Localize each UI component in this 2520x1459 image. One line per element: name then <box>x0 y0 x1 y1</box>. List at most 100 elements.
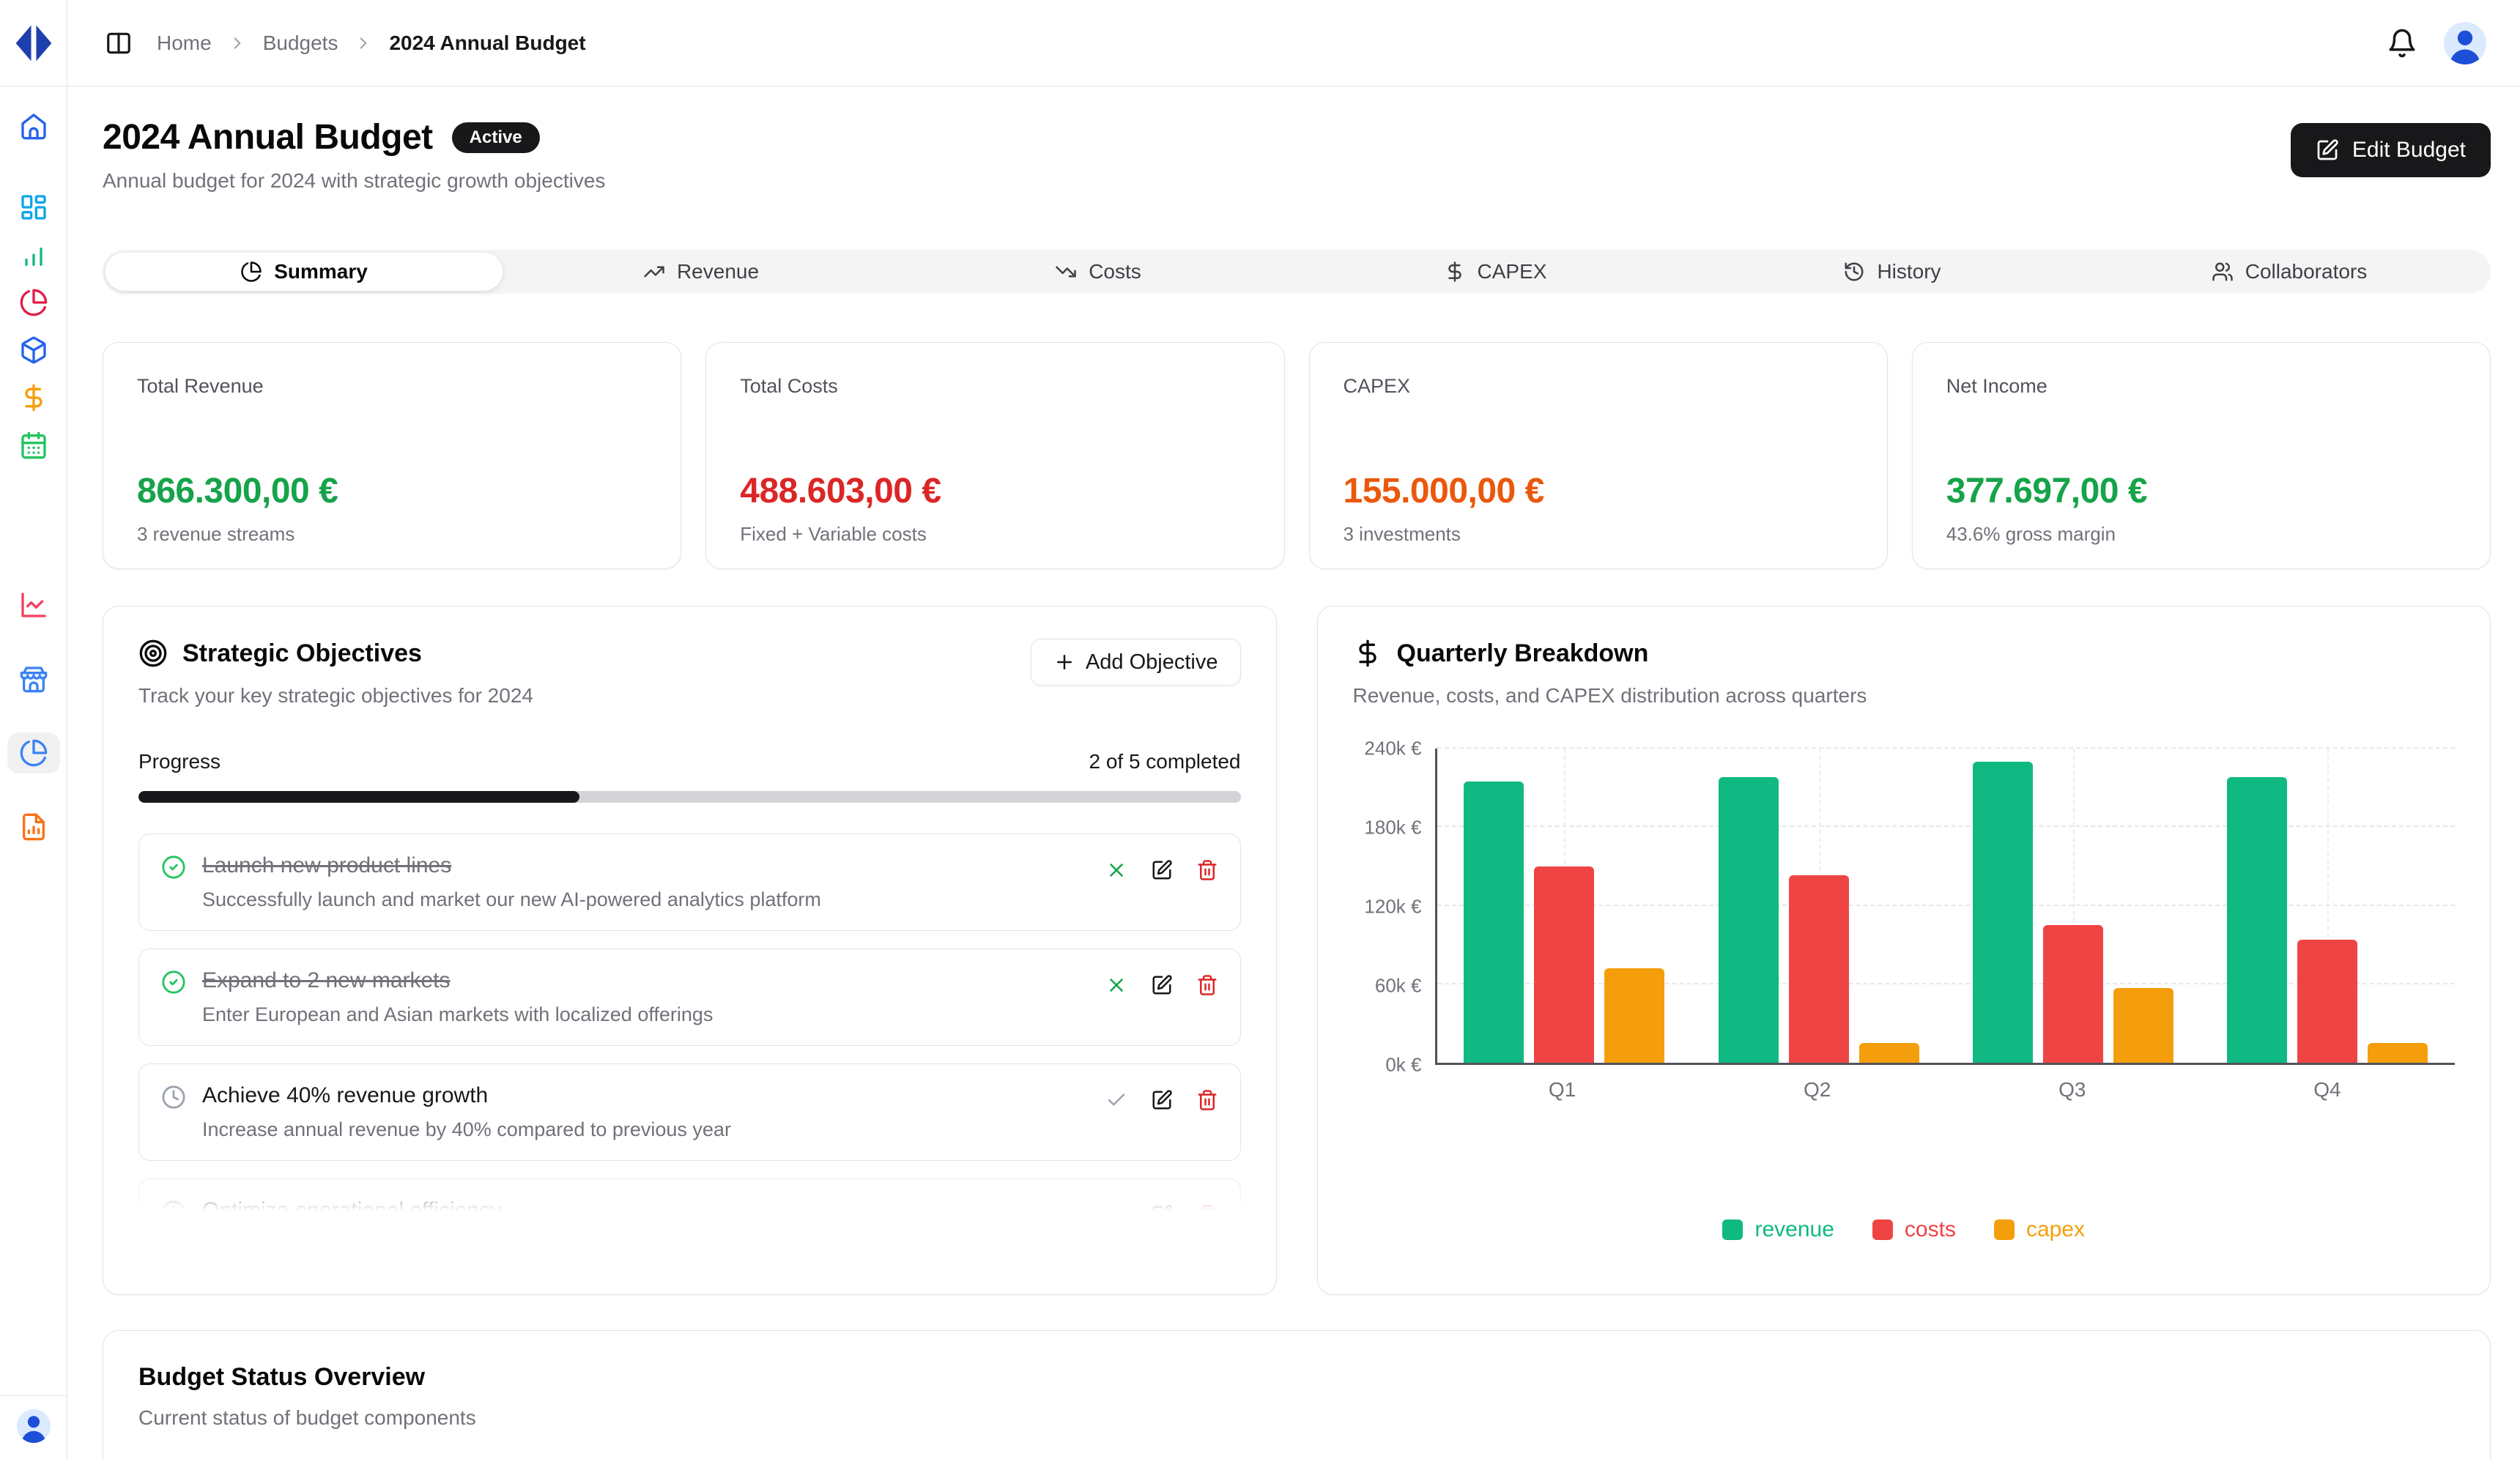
chevron-right-icon <box>228 34 247 53</box>
budget-status-subtitle: Current status of budget components <box>138 1406 2455 1430</box>
objective-row: Expand to 2 new markets Enter European a… <box>138 948 1241 1046</box>
mark-complete-button[interactable] <box>1105 1089 1127 1111</box>
stat-card-net-income: Net Income 377.697,00 € 43.6% gross marg… <box>1912 342 2491 569</box>
objective-title: Achieve 40% revenue growth <box>202 1083 731 1108</box>
bar-revenue-Q3 <box>1973 762 2033 1063</box>
sidebar-item-home[interactable] <box>7 105 60 146</box>
bar-revenue-Q1 <box>1464 782 1524 1063</box>
x-icon <box>1105 859 1127 881</box>
progress-label: Progress <box>138 750 220 773</box>
chart-title: Quarterly Breakdown <box>1397 639 1649 668</box>
tab-label: Revenue <box>677 260 759 283</box>
app-logo[interactable] <box>0 0 67 86</box>
users-icon <box>2212 261 2234 283</box>
legend-item-revenue: revenue <box>1722 1217 1834 1242</box>
topbar-user-avatar[interactable] <box>2444 22 2486 64</box>
edit-objective-button[interactable] <box>1151 859 1173 881</box>
sidebar-item-products[interactable] <box>7 330 60 371</box>
sidebar-item-store[interactable] <box>7 658 60 699</box>
check-icon <box>1105 1089 1127 1111</box>
stat-note: 43.6% gross margin <box>1946 523 2456 546</box>
check-circle-icon <box>161 855 186 880</box>
x-axis-label: Q3 <box>1945 1078 2200 1102</box>
stat-card-capex: CAPEX 155.000,00 € 3 investments <box>1309 342 1888 569</box>
x-icon <box>1105 974 1127 996</box>
y-axis-tick: 120k € <box>1364 896 1421 918</box>
delete-objective-button[interactable] <box>1196 859 1218 881</box>
notifications-button[interactable] <box>2387 28 2417 59</box>
edit-objective-button[interactable] <box>1151 1204 1173 1218</box>
legend-item-costs: costs <box>1872 1217 1956 1242</box>
sidebar-item-pie-chart[interactable] <box>7 282 60 323</box>
sidebar-item-calendar[interactable] <box>7 425 60 466</box>
objective-title: Launch new product lines <box>202 853 821 878</box>
edit-icon <box>1151 1204 1173 1218</box>
bar-capex-Q2 <box>1859 1043 1919 1063</box>
bar-costs-Q4 <box>2297 940 2357 1063</box>
delete-objective-button[interactable] <box>1196 1204 1218 1218</box>
mark-incomplete-button[interactable] <box>1105 859 1127 881</box>
y-axis-tick: 180k € <box>1364 817 1421 839</box>
sidebar-user-avatar[interactable] <box>17 1409 51 1443</box>
objective-title: Optimize operational efficiency <box>202 1198 501 1218</box>
tab-collaborators[interactable]: Collaborators <box>2091 253 2488 291</box>
tab-revenue[interactable]: Revenue <box>503 253 900 291</box>
pie-chart-icon <box>19 288 48 317</box>
bar-costs-Q1 <box>1534 866 1594 1063</box>
bar-capex-Q3 <box>2113 988 2174 1063</box>
x-axis-label: Q2 <box>1690 1078 1945 1102</box>
edit-objective-button[interactable] <box>1151 974 1173 996</box>
sidebar-item-finance[interactable] <box>7 377 60 418</box>
calendar-icon <box>19 431 48 460</box>
tab-capex[interactable]: CAPEX <box>1297 253 1694 291</box>
pie-chart-icon <box>240 261 262 283</box>
breadcrumb-budgets[interactable]: Budgets <box>263 31 338 55</box>
tab-bar: Summary Revenue Costs CAPEX History <box>103 250 2491 294</box>
quarterly-bar-chart: 0k €60k €120k €180k €240k € <box>1353 749 2456 1065</box>
history-icon <box>1843 261 1865 283</box>
mark-complete-button[interactable] <box>1105 1204 1127 1218</box>
check-circle-icon <box>161 970 186 995</box>
sidebar-toggle-button[interactable] <box>103 27 135 59</box>
target-icon <box>138 639 168 668</box>
edit-budget-button[interactable]: Edit Budget <box>2291 123 2491 177</box>
breadcrumb-current: 2024 Annual Budget <box>389 31 585 55</box>
y-axis-tick: 60k € <box>1375 975 1422 998</box>
sidebar-item-dashboard[interactable] <box>7 187 60 228</box>
legend-label: costs <box>1905 1217 1956 1242</box>
bar-chart-icon <box>19 240 48 270</box>
y-axis-tick: 0k € <box>1385 1054 1421 1077</box>
bar-group-Q4 <box>2201 749 2455 1063</box>
tab-summary[interactable]: Summary <box>105 253 503 291</box>
objective-row: Optimize operational efficiency <box>138 1178 1241 1218</box>
legend-swatch <box>1722 1219 1743 1240</box>
line-chart-icon <box>19 590 48 620</box>
edit-budget-label: Edit Budget <box>2352 138 2466 163</box>
sidebar-item-analytics[interactable] <box>7 584 60 625</box>
diamond-logo-icon <box>12 22 55 64</box>
clock-icon <box>161 1200 186 1218</box>
bar-revenue-Q4 <box>2227 777 2287 1063</box>
delete-objective-button[interactable] <box>1196 1089 1218 1111</box>
progress-bar-fill <box>138 791 579 803</box>
stat-card-total-revenue: Total Revenue 866.300,00 € 3 revenue str… <box>103 342 681 569</box>
sidebar-item-reports[interactable] <box>7 806 60 847</box>
chart-bar-groups <box>1437 749 2456 1063</box>
dollar-icon <box>1444 261 1466 283</box>
x-axis-label: Q1 <box>1435 1078 1690 1102</box>
tab-label: Summary <box>274 260 368 283</box>
mark-incomplete-button[interactable] <box>1105 974 1127 996</box>
check-icon <box>1105 1204 1127 1218</box>
page-content: 2024 Annual Budget Active Annual budget … <box>67 86 2520 1459</box>
delete-objective-button[interactable] <box>1196 974 1218 996</box>
tab-costs[interactable]: Costs <box>900 253 1297 291</box>
sidebar-item-budgets[interactable] <box>7 732 60 773</box>
sidebar-item-bar-chart[interactable] <box>7 234 60 275</box>
edit-objective-button[interactable] <box>1151 1089 1173 1111</box>
budget-status-title: Budget Status Overview <box>138 1363 2455 1392</box>
tab-history[interactable]: History <box>1694 253 2091 291</box>
breadcrumb-home[interactable]: Home <box>157 31 212 55</box>
objective-description: Enter European and Asian markets with lo… <box>202 1003 713 1026</box>
add-objective-button[interactable]: Add Objective <box>1031 639 1241 686</box>
stat-note: 3 investments <box>1344 523 1853 546</box>
